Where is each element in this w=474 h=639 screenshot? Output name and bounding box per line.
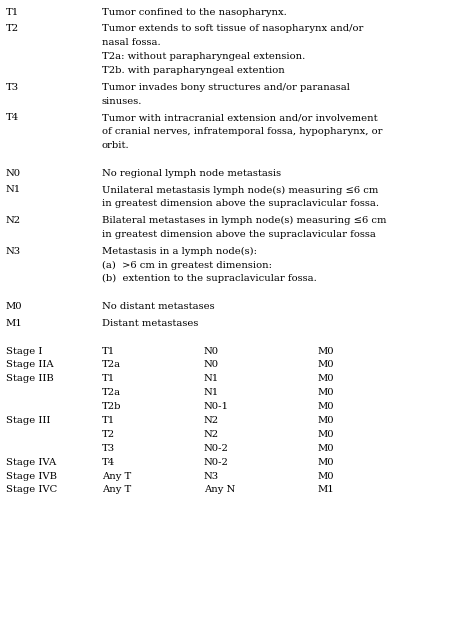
Text: T4: T4 (6, 113, 19, 122)
Text: M1: M1 (6, 319, 22, 328)
Text: M1: M1 (318, 486, 334, 495)
Text: T1: T1 (6, 8, 19, 17)
Text: Tumor extends to soft tissue of nasopharynx and/or: Tumor extends to soft tissue of nasophar… (102, 24, 363, 33)
Text: Tumor confined to the nasopharynx.: Tumor confined to the nasopharynx. (102, 8, 287, 17)
Text: Tumor invades bony structures and/or paranasal: Tumor invades bony structures and/or par… (102, 82, 350, 91)
Text: orbit.: orbit. (102, 141, 129, 150)
Text: Distant metastases: Distant metastases (102, 319, 198, 328)
Text: N0-2: N0-2 (204, 458, 228, 466)
Text: (b)  extention to the supraclavicular fossa.: (b) extention to the supraclavicular fos… (102, 274, 317, 284)
Text: M0: M0 (318, 374, 334, 383)
Text: T3: T3 (102, 443, 115, 453)
Text: N0-1: N0-1 (204, 402, 229, 411)
Text: Stage IVA: Stage IVA (6, 458, 56, 466)
Text: N1: N1 (204, 389, 219, 397)
Text: M0: M0 (318, 443, 334, 453)
Text: in greatest dimension above the supraclavicular fossa: in greatest dimension above the supracla… (102, 230, 376, 239)
Text: M0: M0 (6, 302, 22, 311)
Text: Tumor with intracranial extension and/or involvement: Tumor with intracranial extension and/or… (102, 113, 377, 122)
Text: sinuses.: sinuses. (102, 96, 142, 105)
Text: M0: M0 (318, 430, 334, 439)
Text: N2: N2 (204, 430, 219, 439)
Text: N1: N1 (204, 374, 219, 383)
Text: Stage IVB: Stage IVB (6, 472, 57, 481)
Text: Stage I: Stage I (6, 346, 42, 355)
Text: N0: N0 (204, 346, 219, 355)
Text: N3: N3 (6, 247, 21, 256)
Text: T3: T3 (6, 82, 19, 91)
Text: Any N: Any N (204, 486, 235, 495)
Text: T2b: T2b (102, 402, 121, 411)
Text: Any T: Any T (102, 486, 131, 495)
Text: T4: T4 (102, 458, 115, 466)
Text: N0-2: N0-2 (204, 443, 228, 453)
Text: N2: N2 (6, 216, 21, 225)
Text: M0: M0 (318, 346, 334, 355)
Text: T2: T2 (102, 430, 115, 439)
Text: M0: M0 (318, 458, 334, 466)
Text: Metastasis in a lymph node(s):: Metastasis in a lymph node(s): (102, 247, 257, 256)
Text: T2a: T2a (102, 389, 121, 397)
Text: T2a: T2a (102, 360, 121, 369)
Text: N3: N3 (204, 472, 219, 481)
Text: N0: N0 (204, 360, 219, 369)
Text: Stage IIB: Stage IIB (6, 374, 54, 383)
Text: Any T: Any T (102, 472, 131, 481)
Text: T1: T1 (102, 416, 115, 425)
Text: M0: M0 (318, 389, 334, 397)
Text: No distant metastases: No distant metastases (102, 302, 215, 311)
Text: of cranial nerves, infratemporal fossa, hypopharynx, or: of cranial nerves, infratemporal fossa, … (102, 127, 383, 136)
Text: nasal fossa.: nasal fossa. (102, 38, 161, 47)
Text: Stage IIA: Stage IIA (6, 360, 53, 369)
Text: T2: T2 (6, 24, 19, 33)
Text: M0: M0 (318, 402, 334, 411)
Text: in greatest dimension above the supraclavicular fossa.: in greatest dimension above the supracla… (102, 199, 379, 208)
Text: M0: M0 (318, 416, 334, 425)
Text: No regional lymph node metastasis: No regional lymph node metastasis (102, 169, 281, 178)
Text: N2: N2 (204, 416, 219, 425)
Text: T2a: without parapharyngeal extension.: T2a: without parapharyngeal extension. (102, 52, 305, 61)
Text: M0: M0 (318, 472, 334, 481)
Text: (a)  >6 cm in greatest dimension:: (a) >6 cm in greatest dimension: (102, 261, 272, 270)
Text: T2b. with parapharyngeal extention: T2b. with parapharyngeal extention (102, 66, 285, 75)
Text: Stage IVC: Stage IVC (6, 486, 57, 495)
Text: T1: T1 (102, 346, 115, 355)
Text: Bilateral metastases in lymph node(s) measuring ≤6 cm: Bilateral metastases in lymph node(s) me… (102, 216, 386, 225)
Text: N1: N1 (6, 185, 21, 194)
Text: M0: M0 (318, 360, 334, 369)
Text: Unilateral metastasis lymph node(s) measuring ≤6 cm: Unilateral metastasis lymph node(s) meas… (102, 185, 378, 194)
Text: Stage III: Stage III (6, 416, 50, 425)
Text: T1: T1 (102, 374, 115, 383)
Text: N0: N0 (6, 169, 21, 178)
